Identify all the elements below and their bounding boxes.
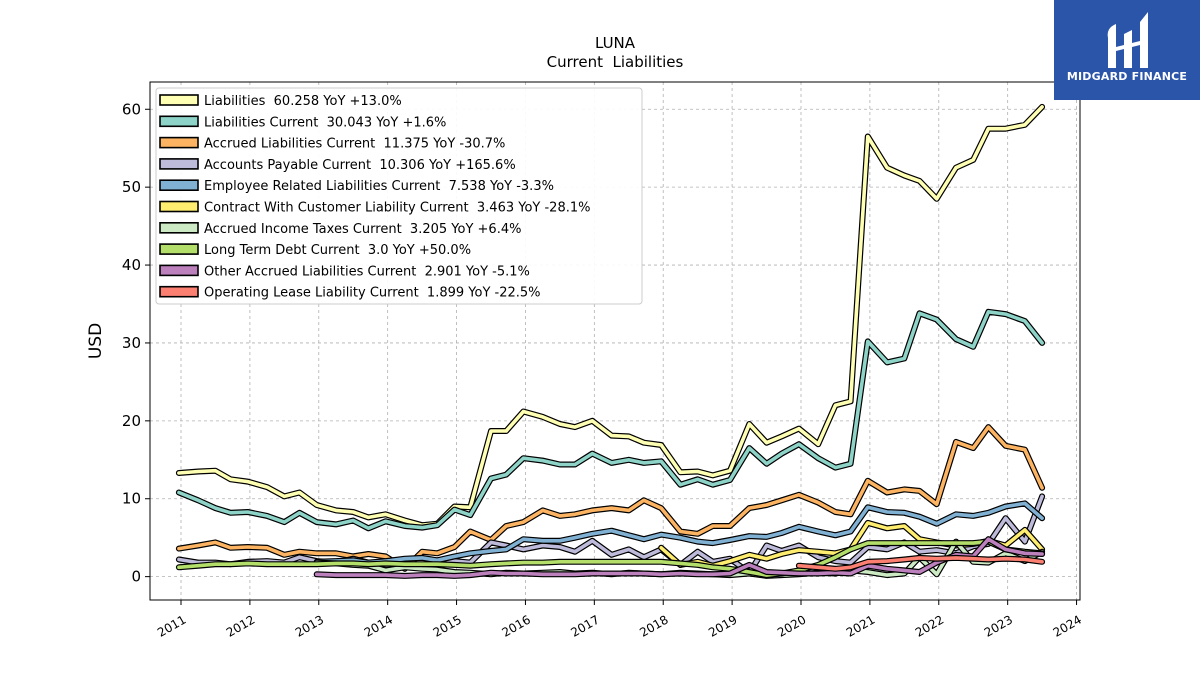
x-tick-label: 2015 bbox=[431, 612, 464, 639]
chart-subtitle: Current Liabilities bbox=[547, 53, 684, 71]
y-tick-label: 50 bbox=[122, 178, 141, 196]
logo-mark-icon bbox=[1107, 12, 1148, 68]
series-line bbox=[795, 554, 1046, 572]
logo-text: MIDGARD FINANCE bbox=[1066, 70, 1188, 83]
x-tick-label: 2019 bbox=[706, 612, 739, 639]
series-line bbox=[313, 536, 1046, 579]
legend-swatch bbox=[159, 243, 199, 255]
x-axis: 2011 2012 2013 2014 2015 2016 2017 2018 2019 2020… bbox=[155, 600, 1084, 640]
x-tick-label: 2024 bbox=[1051, 612, 1084, 639]
x-tick-label: 2017 bbox=[568, 612, 601, 639]
y-axis: 0 10 20 30 40 50 60 bbox=[122, 100, 150, 586]
series-stroke bbox=[177, 539, 1044, 577]
legend-swatch bbox=[159, 158, 199, 170]
x-tick-label: 2016 bbox=[499, 612, 532, 639]
series-stroke bbox=[314, 501, 1044, 565]
plot-frame bbox=[149, 81, 1081, 601]
y-tick-label: 10 bbox=[122, 490, 141, 508]
legend-label: Long Term Debt Current 3.0 YoY +50.0% bbox=[204, 243, 471, 258]
x-tick-label: 2021 bbox=[844, 612, 877, 639]
legend: Liabilities 60.258 YoY +13.0% Liabilities… bbox=[155, 87, 643, 305]
legend-label: Employee Related Liabilities Current 7.5… bbox=[204, 179, 554, 194]
legend-swatch bbox=[159, 222, 199, 234]
series-layer bbox=[175, 103, 1046, 579]
series-line bbox=[175, 308, 1046, 532]
x-tick-label: 2023 bbox=[982, 612, 1015, 639]
legend-label: Accrued Liabilities Current 11.375 YoY -… bbox=[204, 137, 505, 152]
series-line bbox=[175, 424, 1046, 572]
series-line bbox=[175, 103, 1046, 529]
y-tick-label: 0 bbox=[131, 568, 141, 586]
grid bbox=[150, 82, 1080, 600]
legend-label: Accounts Payable Current 10.306 YoY +165… bbox=[204, 158, 516, 173]
series-stroke bbox=[314, 537, 1044, 578]
series-stroke bbox=[797, 556, 1044, 571]
series-stroke bbox=[177, 425, 1044, 571]
legend-swatch bbox=[159, 264, 199, 277]
legend-label: Operating Lease Liability Current 1.899 … bbox=[204, 286, 541, 301]
series-stroke bbox=[177, 309, 1044, 531]
legend-label: Liabilities 60.258 YoY +13.0% bbox=[204, 94, 402, 109]
legend-label: Accrued Income Taxes Current 3.205 YoY +… bbox=[204, 222, 521, 237]
legend-swatch bbox=[159, 136, 199, 149]
legend-label: Liabilities Current 30.043 YoY +1.6% bbox=[204, 115, 446, 130]
y-tick-label: 40 bbox=[122, 256, 141, 274]
legend-swatch bbox=[159, 179, 199, 191]
x-tick-label: 2018 bbox=[637, 612, 670, 639]
legend-label: Other Accrued Liabilities Current 2.901 … bbox=[204, 264, 530, 279]
series-line bbox=[175, 538, 1046, 579]
legend-swatch bbox=[159, 200, 199, 213]
x-tick-label: 2022 bbox=[913, 612, 946, 639]
legend-label: Contract With Customer Liability Current… bbox=[204, 201, 590, 216]
x-tick-label: 2011 bbox=[155, 612, 188, 639]
logo: MIDGARD FINANCE bbox=[1054, 0, 1200, 100]
series-stroke bbox=[177, 105, 1044, 528]
chart-title: LUNA bbox=[595, 34, 636, 52]
y-tick-label: 20 bbox=[122, 412, 141, 430]
y-tick-label: 30 bbox=[122, 334, 141, 352]
x-tick-label: 2012 bbox=[224, 612, 257, 639]
x-tick-label: 2020 bbox=[775, 612, 808, 639]
legend-swatch bbox=[159, 285, 199, 298]
x-tick-label: 2014 bbox=[362, 612, 395, 639]
legend-swatch bbox=[159, 115, 199, 128]
series-line bbox=[313, 500, 1046, 566]
x-tick-label: 2013 bbox=[293, 612, 326, 639]
legend-swatch bbox=[159, 94, 199, 106]
legend-box bbox=[155, 87, 643, 305]
y-tick-label: 60 bbox=[122, 100, 141, 118]
y-axis-label: USD bbox=[86, 323, 106, 359]
